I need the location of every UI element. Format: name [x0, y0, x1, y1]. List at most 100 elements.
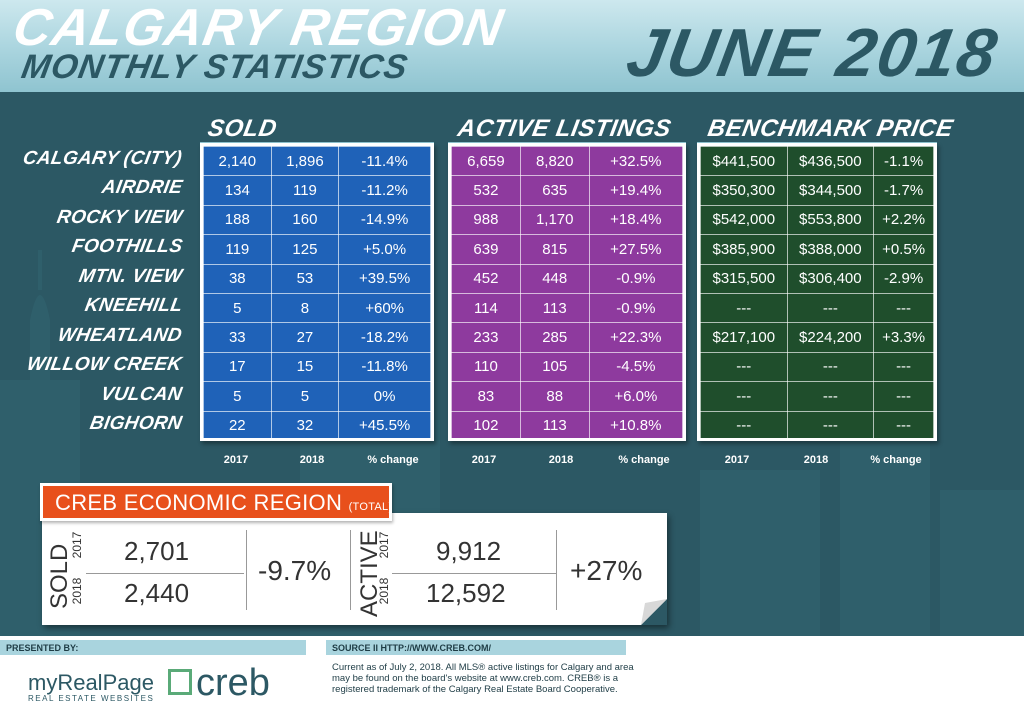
creb-mid-separator	[350, 530, 351, 610]
header-band	[0, 0, 1024, 92]
table-cell: $441,500	[700, 145, 788, 177]
table-cell: 188	[203, 204, 272, 236]
region-label: Kneehill	[82, 295, 184, 316]
myrealpage-tagline: REAL ESTATE WEBSITES	[28, 694, 155, 703]
active-row: 233 285 +22.3%	[451, 322, 684, 353]
table-cell: 452	[451, 263, 521, 294]
table-cell: 6,659	[451, 145, 521, 177]
creb-sold-year-2018: 2018	[70, 577, 84, 605]
table-cell: 815	[519, 234, 590, 265]
region-label: Foothills	[69, 236, 184, 257]
table-cell: +0.5%	[873, 234, 934, 265]
presented-by-tab: PRESENTED BY:	[0, 640, 306, 655]
table-cell: 1,896	[270, 145, 340, 177]
table-cell: $553,800	[786, 204, 875, 236]
table-cell: 0%	[338, 381, 431, 412]
active-row: 988 1,170 +18.4%	[451, 204, 684, 236]
table-cell: +2.2%	[873, 204, 934, 236]
table-cell: 113	[519, 410, 590, 441]
table-cell: ---	[786, 381, 875, 412]
table-cell: 635	[519, 175, 590, 206]
table-cell: 2,140	[203, 145, 272, 177]
price-row: --- --- ---	[700, 381, 934, 412]
table-cell: ---	[700, 410, 788, 441]
active-row: 114 113 -0.9%	[451, 292, 684, 324]
active-row: 532 635 +19.4%	[451, 175, 684, 206]
table-cell: 5	[270, 381, 340, 412]
region-label: Rocky View	[55, 207, 184, 228]
table-cell: 639	[451, 234, 521, 265]
region-label: Calgary (City)	[21, 148, 184, 169]
table-cell: +5.0%	[338, 234, 431, 265]
table-cell: +27.5%	[588, 234, 684, 265]
active-row: 639 815 +27.5%	[451, 234, 684, 265]
sold-row: 188 160 -14.9%	[203, 204, 431, 236]
sold-row: 2,140 1,896 -11.4%	[203, 145, 431, 177]
table-cell: +45.5%	[338, 410, 431, 441]
sold-row: 5 8 +60%	[203, 292, 431, 324]
active-col-change: % change	[618, 454, 670, 466]
sold-row: 17 15 -11.8%	[203, 351, 431, 383]
sold-col-2017: 2017	[223, 454, 249, 466]
table-cell: 102	[451, 410, 521, 441]
creb-sold-year-2017: 2017	[70, 531, 84, 559]
table-cell: $344,500	[786, 175, 875, 206]
creb-active-separator	[556, 530, 557, 610]
creb-active-divider	[392, 573, 556, 574]
table-cell: 125	[270, 234, 340, 265]
table-cell: -11.8%	[338, 351, 431, 383]
table-cell: $315,500	[700, 263, 788, 294]
table-cell: -11.4%	[338, 145, 431, 177]
table-cell: 113	[519, 292, 590, 324]
creb-logo[interactable]: creb	[196, 662, 270, 704]
table-cell: 22	[203, 410, 272, 441]
page-subtitle: Monthly Statistics	[18, 48, 412, 86]
table-cell: -1.1%	[873, 145, 934, 177]
table-cell: 532	[451, 175, 521, 206]
active-row: 110 105 -4.5%	[451, 351, 684, 383]
creb-sold-2017: 2,701	[124, 536, 190, 566]
table-cell: 8,820	[519, 145, 590, 177]
region-label: Wheatland	[56, 325, 184, 346]
active-col-2017: 2017	[471, 454, 497, 466]
table-cell: ---	[786, 410, 875, 441]
table-cell: 1,170	[519, 204, 590, 236]
table-cell: -1.7%	[873, 175, 934, 206]
table-cell: 27	[270, 322, 340, 353]
active-listings-table: 6,659 8,820 +32.5% 532 635 +19.4% 988 1,170 +18.…	[448, 143, 686, 441]
creb-sold-divider	[86, 573, 244, 574]
table-cell: -14.9%	[338, 204, 431, 236]
table-cell: +32.5%	[588, 145, 684, 177]
table-cell: ---	[786, 292, 875, 324]
region-label: Vulcan	[99, 384, 184, 405]
price-col-2017: 2017	[724, 454, 750, 466]
sold-col-2018: 2018	[299, 454, 325, 466]
table-cell: 33	[203, 322, 272, 353]
price-col-change: % change	[870, 454, 922, 466]
table-cell: +60%	[338, 292, 431, 324]
creb-sold-2018: 2,440	[124, 578, 190, 608]
sold-row: 5 5 0%	[203, 381, 431, 412]
table-cell: $217,100	[700, 322, 788, 353]
table-cell: -0.9%	[588, 263, 684, 294]
price-row: --- --- ---	[700, 351, 934, 383]
price-row: $217,100 $224,200 +3.3%	[700, 322, 934, 353]
table-cell: $385,900	[700, 234, 788, 265]
creb-sold-separator	[246, 530, 247, 610]
region-label: Airdrie	[100, 177, 184, 198]
creb-active-change: +27%	[570, 555, 643, 586]
creb-active-year-2017: 2017	[377, 531, 391, 559]
sold-row: 33 27 -18.2%	[203, 322, 431, 353]
creb-title-text: CREB ECONOMIC REGION	[55, 490, 343, 515]
region-label: Mtn. View	[77, 266, 184, 287]
myrealpage-logo[interactable]: myRealPage	[28, 670, 154, 695]
creb-active-year-2018: 2018	[377, 577, 391, 605]
table-cell: 134	[203, 175, 272, 206]
creb-logo-icon	[168, 669, 192, 695]
sold-row: 119 125 +5.0%	[203, 234, 431, 265]
benchmark-price-table: $441,500 $436,500 -1.1% $350,300 $344,500 -1.…	[697, 143, 937, 441]
sold-grid: 2,140 1,896 -11.4% 134 119 -11.2% 188 160 -14.9%…	[203, 145, 431, 441]
table-cell: 114	[451, 292, 521, 324]
table-cell: 38	[203, 263, 272, 294]
table-cell: $388,000	[786, 234, 875, 265]
